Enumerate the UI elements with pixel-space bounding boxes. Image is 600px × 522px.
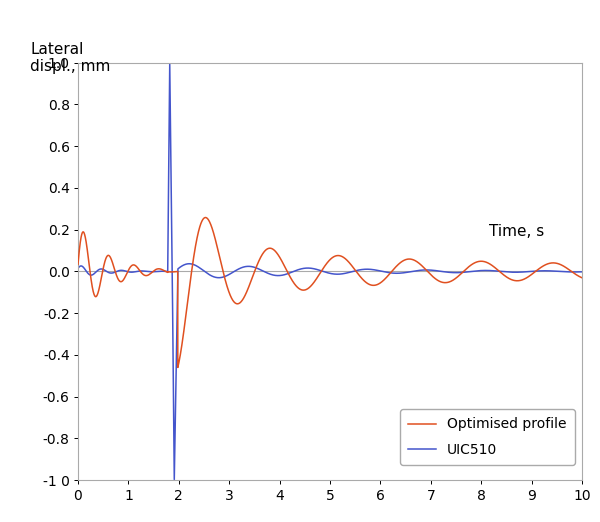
UIC510 (475, 268, 482, 274)
Line: Optimised profile: Optimised profile (78, 218, 582, 367)
Optimised profile (174, 364, 181, 371)
Text: Lateral
displ., mm: Lateral displ., mm (30, 42, 110, 74)
UIC510 (166, 61, 173, 67)
UIC510 (257, 267, 264, 273)
Optimised profile (578, 275, 586, 281)
UIC510 (448, 269, 455, 276)
Line: UIC510: UIC510 (78, 64, 582, 480)
Optimised profile (100, 265, 107, 271)
Legend: Optimised profile, UIC510: Optimised profile, UIC510 (400, 409, 575, 465)
UIC510 (373, 267, 380, 274)
UIC510 (395, 270, 402, 276)
Optimised profile (373, 282, 380, 288)
Optimised profile (448, 278, 455, 284)
Optimised profile (202, 215, 209, 221)
Optimised profile (74, 261, 82, 267)
Optimised profile (395, 262, 402, 268)
UIC510 (100, 266, 107, 272)
UIC510 (578, 269, 586, 275)
UIC510 (170, 477, 178, 483)
Optimised profile (257, 254, 264, 260)
Optimised profile (475, 258, 482, 265)
UIC510 (74, 265, 82, 271)
Text: Time, s: Time, s (489, 224, 544, 239)
